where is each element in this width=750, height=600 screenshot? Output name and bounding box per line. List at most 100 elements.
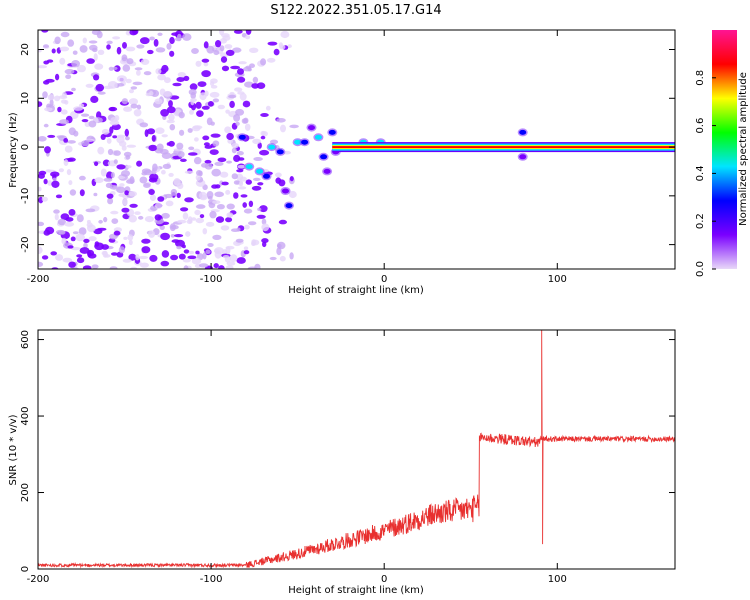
transition-blob: [301, 139, 309, 145]
noise-blob: [44, 146, 51, 154]
noise-blob: [170, 254, 179, 261]
noise-blob: [154, 202, 163, 209]
noise-blob: [86, 222, 93, 228]
noise-blob: [159, 148, 169, 155]
noise-blob: [206, 45, 215, 54]
noise-blob: [196, 110, 204, 117]
transition-blob: [276, 149, 284, 155]
noise-blob: [231, 143, 239, 149]
noise-blob: [187, 255, 197, 260]
noise-blob: [136, 104, 142, 110]
noise-blob: [238, 61, 247, 65]
noise-blob: [123, 151, 132, 157]
spectrogram-y-label: Frequency (Hz): [8, 112, 19, 188]
noise-blob: [226, 132, 234, 141]
noise-blob: [269, 139, 279, 145]
transition-blob: [519, 129, 527, 135]
noise-blob: [229, 100, 235, 108]
noise-blob: [244, 123, 251, 131]
noise-blob: [69, 189, 77, 196]
noise-blob: [252, 76, 259, 84]
noise-blob: [273, 48, 280, 56]
noise-blob: [169, 223, 176, 232]
noise-blob: [139, 176, 148, 184]
noise-blob: [77, 64, 86, 73]
noise-blob: [170, 188, 178, 196]
noise-blob: [122, 258, 132, 263]
noise-blob: [121, 145, 127, 151]
noise-blob: [199, 214, 205, 219]
noise-blob: [120, 170, 131, 177]
noise-blob: [238, 181, 244, 187]
noise-blob: [108, 66, 114, 71]
noise-blob: [162, 163, 172, 169]
noise-blob: [78, 227, 87, 236]
noise-blob: [141, 238, 151, 244]
noise-blob: [50, 171, 60, 177]
noise-blob: [180, 207, 189, 212]
noise-blob: [220, 56, 228, 63]
noise-blob: [72, 231, 79, 235]
noise-blob: [126, 165, 132, 169]
noise-blob: [129, 176, 135, 185]
noise-blob: [189, 109, 194, 115]
noise-blob: [153, 39, 159, 47]
noise-blob: [166, 43, 172, 50]
noise-blob: [279, 44, 286, 50]
noise-blob: [169, 124, 176, 131]
noise-blob: [146, 128, 156, 135]
noise-blob: [110, 117, 118, 123]
noise-blob: [219, 171, 229, 178]
noise-blob: [68, 180, 73, 186]
noise-blob: [166, 142, 171, 146]
noise-blob: [53, 209, 60, 214]
noise-blob: [151, 135, 156, 142]
noise-blob: [147, 49, 154, 55]
noise-blob: [183, 249, 190, 254]
noise-blob: [94, 161, 99, 167]
noise-blob: [161, 134, 168, 138]
noise-blob: [189, 83, 198, 91]
noise-blob: [43, 123, 49, 128]
noise-blob: [98, 219, 103, 224]
noise-blob: [163, 90, 172, 97]
noise-blob: [176, 245, 182, 250]
noise-blob: [67, 245, 74, 249]
noise-blob: [38, 136, 47, 142]
noise-blob: [197, 81, 207, 87]
noise-blob: [152, 163, 158, 172]
transition-blob: [245, 164, 253, 170]
noise-blob: [43, 44, 49, 48]
noise-blob: [259, 205, 268, 213]
noise-blob: [188, 89, 197, 96]
noise-blob: [182, 212, 189, 220]
noise-blob: [83, 242, 88, 249]
noise-blob: [280, 124, 286, 133]
noise-blob: [94, 63, 104, 70]
spectrogram-frame: [37, 29, 676, 270]
noise-blob: [165, 200, 174, 207]
transition-blob: [314, 134, 322, 140]
noise-blob: [94, 242, 105, 251]
noise-blob: [161, 169, 166, 175]
noise-blob: [232, 47, 242, 53]
noise-blob: [129, 89, 134, 94]
noise-blob: [214, 191, 224, 198]
noise-blob: [239, 176, 247, 182]
noise-blob: [128, 98, 139, 105]
noise-blob: [129, 203, 138, 208]
noise-blob: [122, 198, 128, 206]
noise-blob: [38, 221, 45, 227]
noise-blob: [214, 250, 222, 259]
noise-blob: [224, 126, 232, 134]
transition-blob: [238, 134, 246, 140]
noise-blob: [289, 252, 294, 260]
noise-blob: [109, 266, 118, 269]
noise-blob: [220, 225, 230, 231]
noise-blob: [112, 135, 118, 139]
noise-blob: [252, 138, 262, 145]
noise-blob: [176, 142, 184, 150]
y-tick-label: 10: [20, 92, 31, 105]
x-tick-label: -200: [27, 274, 50, 285]
